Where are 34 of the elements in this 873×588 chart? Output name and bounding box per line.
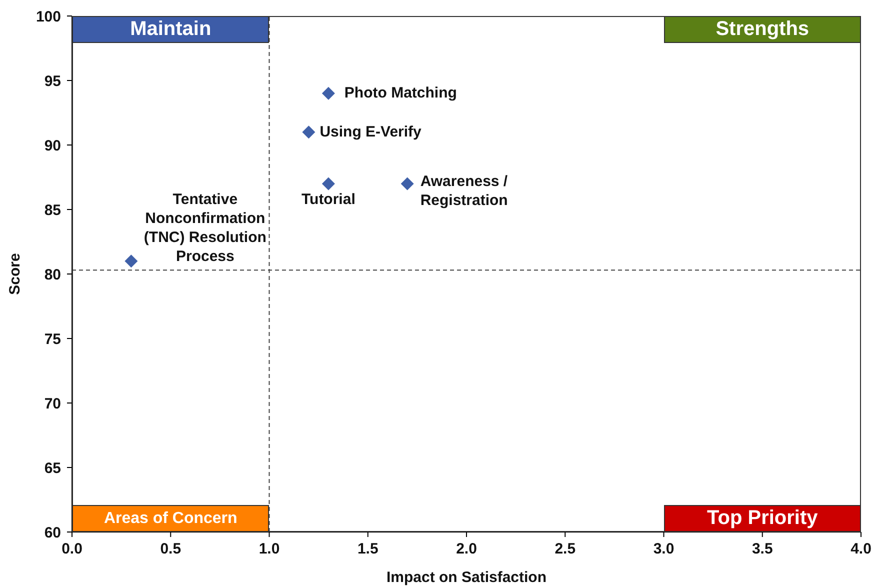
annotation: Tutorial — [301, 190, 356, 208]
point — [322, 177, 335, 190]
y-tick-label: 90 — [44, 137, 61, 154]
x-tick-label: 0.0 — [62, 540, 82, 558]
x-tick-label: 3.5 — [752, 540, 773, 558]
annotation: Areas of Concern — [104, 510, 238, 528]
point — [124, 254, 138, 268]
annotation: Using E-Verify — [320, 124, 422, 141]
annotation: Awareness / Registration — [420, 172, 508, 209]
y-tick-label: 65 — [44, 460, 61, 477]
y-tick-label: 60 — [44, 524, 61, 542]
x-tick-label: 0.5 — [160, 540, 182, 558]
point — [400, 177, 414, 190]
y-axis-title: Score — [6, 253, 24, 295]
y-tick-label: 95 — [44, 72, 61, 90]
y-tick-label: 100 — [36, 8, 61, 26]
annotation: Top Priority — [707, 507, 818, 530]
x-tick-label: 1.0 — [258, 540, 280, 558]
annotation: Photo Matching — [344, 84, 457, 102]
y-tick-label: 80 — [44, 266, 61, 284]
y-tick-label: 75 — [44, 330, 61, 348]
x-tick-label: 1.5 — [357, 540, 378, 558]
y-tick-label: 85 — [44, 202, 61, 219]
x-axis-title: Impact on Satisfaction — [386, 569, 547, 586]
y-tick-label: 70 — [44, 395, 61, 412]
annotation: Maintain — [130, 18, 212, 41]
point — [322, 86, 335, 100]
x-tick-label: 3.0 — [653, 540, 674, 558]
annotation: Tentative Nonconfirmation (TNC) Resolution Process — [144, 191, 266, 266]
point — [302, 126, 316, 139]
x-tick-label: 2.5 — [554, 540, 576, 558]
x-tick-label: 2.0 — [456, 540, 477, 558]
annotation: Strengths — [716, 18, 810, 41]
x-tick-label: 4.0 — [850, 540, 872, 558]
